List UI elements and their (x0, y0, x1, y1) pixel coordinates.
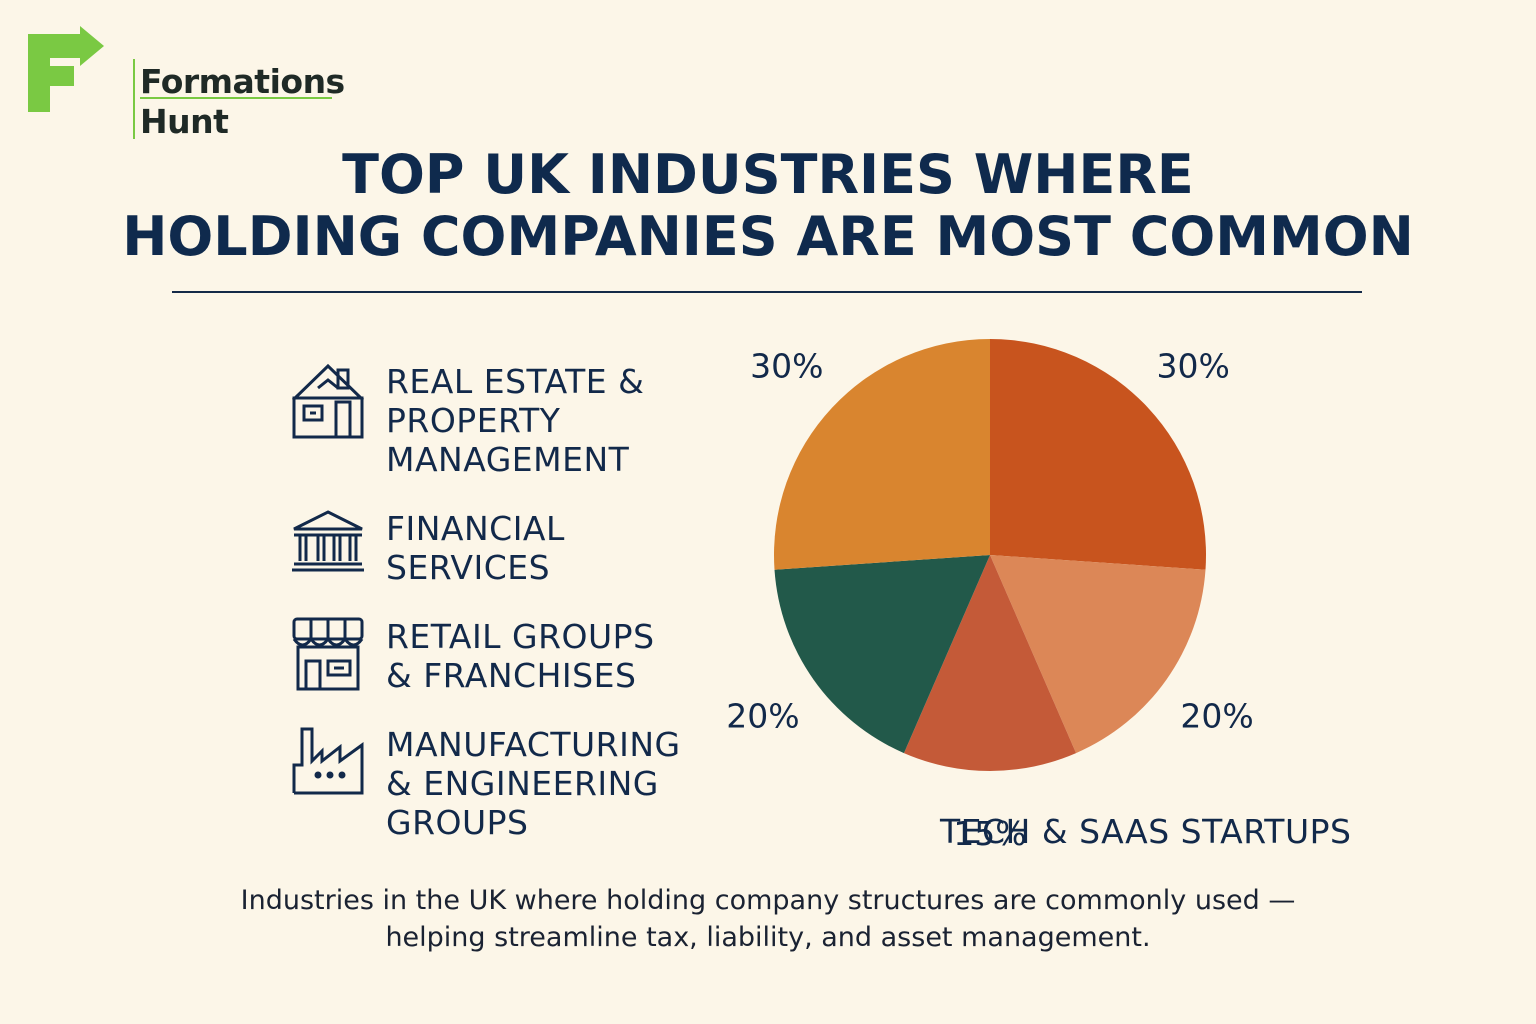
slice-label-3: 15% (953, 814, 1026, 853)
house-icon (291, 363, 365, 439)
legend-line: MANAGEMENT (386, 440, 630, 479)
pie-slice-1 (990, 339, 1207, 570)
chart-title: TOP UK INDUSTRIES WHERE HOLDING COMPANIE… (0, 144, 1536, 268)
factory-icon (292, 727, 364, 795)
legend-line: REAL ESTATE & (386, 362, 645, 401)
pie-chart: 30% 20% 15% 20% 30% (726, 339, 1254, 853)
legend-line: FINANCIAL (386, 509, 565, 548)
slice-label-1: 30% (1157, 346, 1230, 385)
legend-line: & ENGINEERING (386, 764, 659, 803)
legend-line: & FRANCHISES (386, 656, 637, 695)
caption-line2: helping streamline tax, liability, and a… (385, 922, 1151, 953)
logo-text: Formations Hunt (140, 62, 345, 142)
brand-logo: Formations Hunt (26, 26, 345, 141)
title-line1: TOP UK INDUSTRIES WHERE (342, 143, 1194, 206)
legend-label: MANUFACTURING & ENGINEERING GROUPS (386, 725, 716, 842)
logo-divider (133, 59, 135, 139)
logo-underline (140, 97, 332, 99)
caption-line1: Industries in the UK where holding compa… (240, 885, 1296, 916)
title-divider (172, 291, 1362, 293)
slice-label-5: 30% (750, 346, 823, 385)
pie-slice-4 (774, 555, 990, 754)
bank-icon (292, 510, 364, 572)
pie-slice-2 (990, 555, 1206, 754)
legend-line: PROPERTY (386, 401, 561, 440)
pie-slice-3 (903, 555, 1077, 772)
legend-line: RETAIL GROUPS (386, 617, 655, 656)
legend-label: FINANCIAL SERVICES (386, 509, 716, 587)
legend-line: MANUFACTURING (386, 725, 681, 764)
chart-annotation: TECH & SAAS STARTUPS (940, 812, 1352, 851)
caption: Industries in the UK where holding compa… (0, 882, 1536, 956)
slice-label-2: 20% (1180, 696, 1253, 735)
logo-line2: Hunt (140, 102, 229, 141)
storefront-icon (292, 617, 364, 691)
legend-line: GROUPS (386, 803, 529, 842)
legend-label: RETAIL GROUPS & FRANCHISES (386, 617, 716, 695)
title-line2: HOLDING COMPANIES ARE MOST COMMON (122, 205, 1414, 268)
legend-line: SERVICES (386, 548, 551, 587)
logo-arrow-icon (28, 26, 104, 112)
slice-label-4: 20% (726, 696, 799, 735)
legend-label: REAL ESTATE & PROPERTY MANAGEMENT (386, 362, 716, 479)
logo-line1: Formations (140, 62, 345, 101)
pie-slice-5 (773, 339, 990, 570)
